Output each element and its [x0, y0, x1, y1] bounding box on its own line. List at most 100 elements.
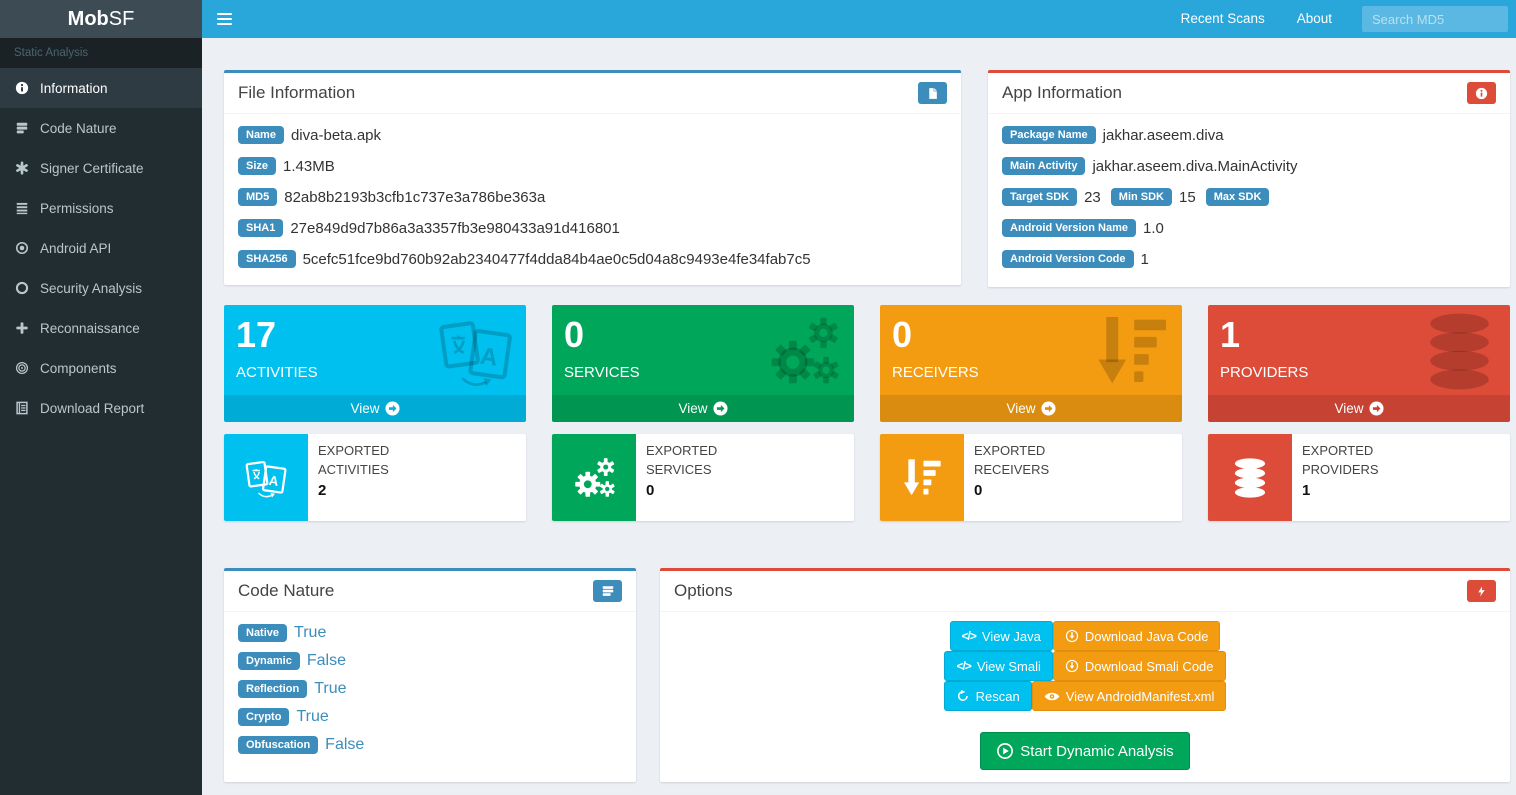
button-label: Start Dynamic Analysis	[1020, 742, 1174, 760]
navbar: Recent Scans About	[202, 0, 1516, 38]
code-nature-row: Reflection True	[238, 680, 622, 698]
sidebar-item-label: Code Nature	[40, 120, 117, 136]
stacked-bars-icon	[593, 580, 622, 602]
brand-logo[interactable]: Mob SF	[0, 0, 202, 38]
exported-value: 0	[646, 481, 655, 499]
button-label: View AndroidManifest.xml	[1065, 688, 1215, 704]
file-info-row: SHA1 27e849d9d7b86a3a3357fb3e980433a91d41…	[238, 219, 947, 237]
download-java-code-button[interactable]: Download Java Code	[1052, 621, 1221, 651]
view-receivers-link[interactable]: View	[880, 395, 1182, 422]
view-label: View	[1006, 401, 1036, 416]
app-info-sdk-row: Target SDK 23 Min SDK 15 Max SDK	[1002, 188, 1496, 206]
refresh-icon	[957, 689, 968, 701]
stacked-bars-icon	[16, 122, 28, 134]
activities-stat-box: 17 ACTIVITIES View	[224, 305, 526, 422]
field-value: jakhar.aseem.diva	[1102, 126, 1224, 144]
services-stat-box: 0 SERVICES View	[552, 305, 854, 422]
button-label: View Smali	[976, 658, 1041, 674]
view-providers-link[interactable]: View	[1208, 395, 1510, 422]
stat-label: SERVICES	[564, 364, 640, 382]
field-value: True	[294, 624, 327, 641]
code-icon: </>	[961, 629, 977, 643]
sidebar-item-code-nature[interactable]: Code Nature	[0, 108, 202, 148]
flash-icon	[1467, 580, 1496, 602]
stat-label: ACTIVITIES	[236, 364, 318, 382]
sidebar-item-label: Components	[40, 360, 117, 376]
field-value: 23	[1084, 188, 1101, 206]
stat-label: PROVIDERS	[1220, 364, 1309, 382]
rescan-button[interactable]: Rescan	[943, 681, 1032, 711]
sidebar-item-label: Signer Certificate	[40, 160, 144, 176]
plus-icon	[16, 322, 28, 334]
field-value: 5cefc51fce9bd760b92ab2340477f4dda84b4ae0…	[302, 250, 811, 268]
exported-providers-box: EXPORTED PROVIDERS 1	[1208, 434, 1510, 521]
file-info-row: Size 1.43MB	[238, 157, 947, 175]
brand-bold: Mob	[67, 7, 109, 30]
file-info-row: Name diva-beta.apk	[238, 126, 947, 144]
view-smali-button[interactable]: </> View Smali	[944, 651, 1053, 681]
sidebar-section-header: Static Analysis	[0, 38, 202, 68]
exported-value: 1	[1302, 481, 1311, 499]
button-label: Rescan	[975, 688, 1020, 704]
field-value: 1.0	[1142, 219, 1164, 237]
exported-label: EXPORTED SERVICES	[646, 443, 718, 477]
file-information-card: File Information Name diva-beta.apk Size 1…	[224, 70, 961, 285]
field-badge: Native	[238, 624, 288, 642]
sidebar-item-signer-certificate[interactable]: Signer Certificate	[0, 148, 202, 188]
translate-icon	[224, 434, 308, 521]
exported-label: EXPORTED PROVIDERS	[1302, 443, 1379, 477]
arrow-right-circle-icon	[712, 401, 728, 416]
card-title: Code Nature	[238, 581, 335, 600]
field-badge: Android Version Name	[1002, 219, 1136, 237]
sidebar-item-reconnaissance[interactable]: Reconnaissance	[0, 308, 202, 348]
app-info-row: Main Activity jakhar.aseem.diva.MainActiv…	[1002, 157, 1496, 175]
nav-about[interactable]: About	[1296, 11, 1332, 26]
button-label: Download Java Code	[1084, 628, 1209, 644]
search-md5-input[interactable]	[1362, 6, 1508, 32]
receivers-stat-box: 0 RECEIVERS View	[880, 305, 1182, 422]
field-badge: Main Activity	[1002, 157, 1086, 175]
field-value: 1.43MB	[283, 157, 335, 175]
view-services-link[interactable]: View	[552, 395, 854, 422]
arrow-right-circle-icon	[1368, 401, 1384, 416]
sidebar-item-label: Android API	[40, 240, 112, 256]
field-badge: Package Name	[1002, 126, 1096, 144]
download-circle-icon	[1065, 629, 1079, 643]
nav-recent-scans[interactable]: Recent Scans	[1180, 11, 1265, 26]
exported-label: EXPORTED RECEIVERS	[974, 443, 1050, 477]
gear-icon	[16, 161, 28, 175]
circle-outline-icon	[15, 281, 29, 295]
field-value: True	[296, 708, 329, 725]
view-androidmanifest-button[interactable]: View AndroidManifest.xml	[1031, 681, 1227, 711]
button-label: Download Smali Code	[1084, 658, 1214, 674]
start-dynamic-analysis-button[interactable]: Start Dynamic Analysis	[980, 732, 1190, 770]
sidebar-item-download-report[interactable]: Download Report	[0, 388, 202, 428]
code-nature-row: Crypto True	[238, 708, 622, 726]
sidebar-item-components[interactable]: Components	[0, 348, 202, 388]
field-value: False	[306, 652, 346, 669]
field-value: 82ab8b2193b3cfb1c737e3a786be363a	[284, 188, 546, 206]
app-info-row: Android Version Code 1	[1002, 250, 1496, 268]
card-title: Options	[674, 581, 733, 600]
card-title: App Information	[1002, 83, 1123, 102]
sidebar-item-permissions[interactable]: Permissions	[0, 188, 202, 228]
field-value: 15	[1179, 188, 1196, 206]
download-smali-code-button[interactable]: Download Smali Code	[1052, 651, 1226, 681]
main-content: File Information Name diva-beta.apk Size 1…	[202, 38, 1516, 795]
view-java-button[interactable]: </> View Java	[949, 621, 1053, 651]
field-badge: Dynamic	[238, 652, 300, 670]
concentric-circles-icon	[15, 361, 29, 375]
sidebar-item-information[interactable]: Information	[0, 68, 202, 108]
field-value: jakhar.aseem.diva.MainActivity	[1092, 157, 1298, 175]
field-value: True	[314, 680, 347, 697]
sidebar-item-android-api[interactable]: Android API	[0, 228, 202, 268]
info-circle-icon	[15, 81, 29, 95]
sidebar-item-label: Permissions	[40, 200, 114, 216]
sidebar-item-security-analysis[interactable]: Security Analysis	[0, 268, 202, 308]
field-badge: MD5	[238, 188, 278, 206]
exported-services-box: EXPORTED SERVICES 0	[552, 434, 854, 521]
view-activities-link[interactable]: View	[224, 395, 526, 422]
providers-stat-box: 1 PROVIDERS View	[1208, 305, 1510, 422]
sidebar-toggle-icon[interactable]	[202, 0, 246, 38]
field-value: 1	[1140, 250, 1149, 268]
